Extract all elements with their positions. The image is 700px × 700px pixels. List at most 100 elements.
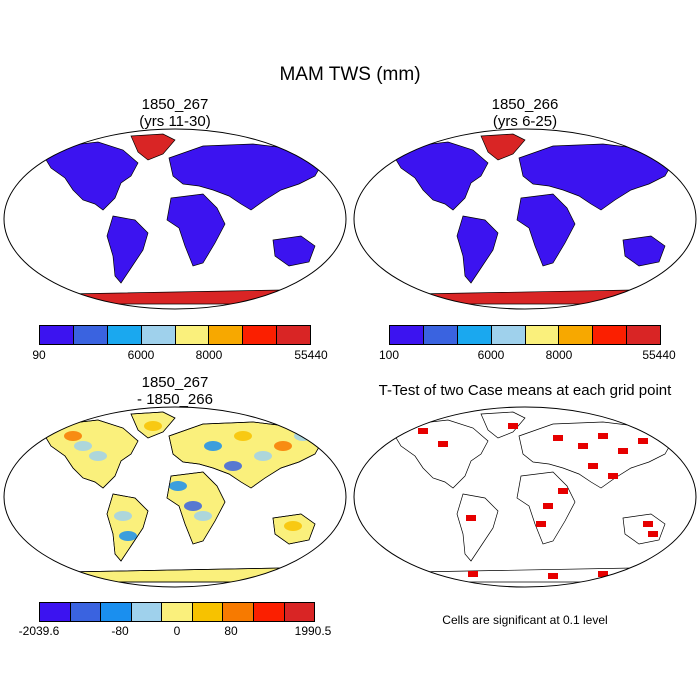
colorbar-swatch	[209, 326, 244, 344]
significant-cell	[598, 433, 608, 439]
anomaly-patch	[144, 421, 162, 431]
anomaly-patch	[184, 501, 202, 511]
anomaly-patch	[119, 531, 137, 541]
colorbar-swatch	[40, 326, 74, 344]
landmass-australia	[272, 235, 316, 267]
map-bottom-right	[353, 406, 697, 588]
anomaly-patch	[254, 451, 272, 461]
map-border	[353, 128, 697, 310]
landmass-australia	[622, 235, 666, 267]
anomaly-patch	[234, 431, 252, 441]
colorbar-swatch	[223, 603, 254, 621]
anomaly-patch	[114, 511, 132, 521]
map-border	[353, 406, 697, 588]
significant-cell	[578, 443, 588, 449]
panel-title-bottom-left: 1850_267 - 1850_266	[137, 374, 213, 408]
landmass-australia	[622, 513, 666, 545]
panel-title-top-right: 1850_266 (yrs 6-25)	[491, 96, 559, 130]
significant-cell	[553, 435, 563, 441]
anomaly-patch	[169, 481, 187, 491]
anomaly-patch	[64, 431, 82, 441]
colorbar-tick-label: 55440	[642, 348, 676, 362]
landmass-africa	[166, 193, 226, 267]
colorbar-swatch	[627, 326, 660, 344]
colorbar-swatch	[141, 326, 176, 344]
colorbar-swatch	[70, 603, 102, 621]
colorbar-swatch	[107, 326, 142, 344]
colorbar-swatch	[284, 603, 315, 621]
colorbar-swatch	[101, 603, 132, 621]
landmass-namerica	[394, 419, 489, 489]
landmass-samerica	[456, 493, 499, 562]
colorbar-swatch	[390, 326, 424, 344]
landmass-africa	[516, 471, 576, 545]
colorbar-swatch	[131, 603, 163, 621]
colorbar-swatch	[559, 326, 594, 344]
landmass-greenland	[480, 411, 526, 439]
colorbar-swatch	[162, 603, 193, 621]
colorbar-tick-label: 1990.5	[294, 624, 332, 638]
colorbar-swatch	[73, 326, 108, 344]
landmass-greenland	[480, 133, 526, 161]
map-ocean	[354, 407, 696, 587]
panel-title-bottom-right: T-Test of two Case means at each grid po…	[378, 382, 672, 399]
colorbar-tick-label: 8000	[545, 348, 573, 362]
colorbar-tick-label: -2039.6	[18, 624, 60, 638]
colorbar-swatch	[457, 326, 492, 344]
significant-cell	[536, 521, 546, 527]
anomaly-patch	[204, 441, 222, 451]
map-bottom-left	[3, 406, 347, 588]
significant-cell	[588, 463, 598, 469]
significant-cell	[508, 423, 518, 429]
anomaly-patch	[274, 441, 292, 451]
anomaly-patch	[224, 461, 242, 471]
figure-title: MAM TWS (mm)	[279, 64, 421, 85]
colorbar-swatch	[525, 326, 560, 344]
significant-cell	[468, 571, 478, 577]
colorbar-swatch	[243, 326, 278, 344]
anomaly-patch	[74, 441, 92, 451]
significant-cell	[638, 438, 648, 444]
colorbar-top-right	[389, 325, 661, 345]
landmass-africa	[516, 193, 576, 267]
colorbar-swatch	[491, 326, 526, 344]
panel-title-top-left: 1850_267 (yrs 11-30)	[139, 96, 211, 130]
significant-cell	[466, 515, 476, 521]
landmass-samerica	[106, 215, 149, 284]
map-border	[3, 128, 347, 310]
significant-cell	[548, 573, 558, 579]
anomaly-patch	[294, 431, 312, 441]
colorbar-tick-label: 80	[224, 624, 238, 638]
colorbar-swatch	[593, 326, 628, 344]
significant-cell	[618, 448, 628, 454]
landmass-namerica	[394, 141, 489, 211]
colorbar-swatch	[423, 326, 458, 344]
significant-cell	[543, 503, 553, 509]
significant-cell	[608, 473, 618, 479]
colorbar-tick-label: 55440	[294, 348, 328, 362]
significant-cell	[558, 488, 568, 494]
map-border	[3, 406, 347, 588]
landmass-samerica	[456, 215, 499, 284]
anomaly-patch	[89, 451, 107, 461]
significant-cell	[648, 531, 658, 537]
significant-cell	[598, 571, 608, 577]
significant-cell	[438, 441, 448, 447]
map-top-left	[3, 128, 347, 310]
landmass-greenland	[130, 133, 176, 161]
colorbar-tick-label: 8000	[195, 348, 223, 362]
colorbar-swatch	[277, 326, 310, 344]
significance-note: Cells are significant at 0.1 level	[442, 613, 608, 627]
colorbar-swatch	[175, 326, 210, 344]
colorbar-tick-label: -80	[111, 624, 129, 638]
significant-cell	[643, 521, 653, 527]
colorbar-top-left	[39, 325, 311, 345]
colorbar-swatch	[253, 603, 285, 621]
map-top-right	[353, 128, 697, 310]
colorbar-swatch	[192, 603, 224, 621]
colorbar-bottom-left	[39, 602, 315, 622]
colorbar-tick-label: 6000	[477, 348, 505, 362]
anomaly-patch	[284, 521, 302, 531]
colorbar-tick-label: 6000	[127, 348, 155, 362]
significant-cell	[418, 428, 428, 434]
